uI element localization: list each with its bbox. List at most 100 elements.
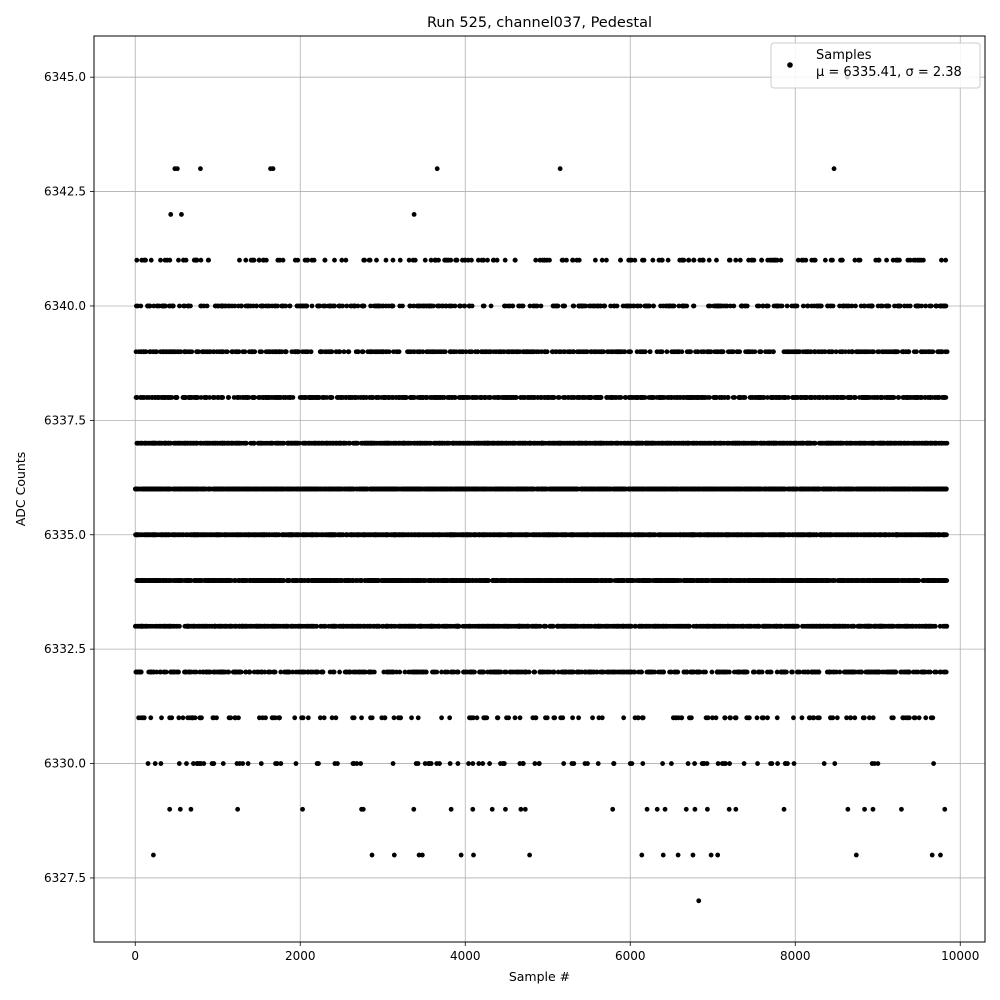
- data-point: [867, 532, 873, 538]
- data-point: [300, 715, 306, 721]
- data-point: [533, 623, 538, 629]
- data-point: [324, 578, 329, 583]
- data-point: [654, 578, 659, 583]
- data-point: [314, 532, 320, 538]
- data-point: [797, 578, 803, 583]
- data-point: [800, 623, 805, 629]
- data-point: [245, 761, 251, 766]
- data-point: [814, 578, 820, 583]
- data-point: [891, 669, 897, 675]
- data-point: [836, 578, 842, 583]
- data-point: [305, 715, 311, 721]
- data-point: [518, 578, 524, 583]
- data-point: [503, 806, 508, 812]
- data-point: [871, 578, 876, 583]
- data-point: [200, 669, 206, 675]
- data-point: [821, 761, 827, 766]
- data-point: [391, 715, 397, 721]
- data-point: [517, 761, 523, 766]
- data-point: [341, 623, 347, 629]
- data-point: [251, 669, 257, 675]
- data-point: [166, 578, 172, 583]
- data-point: [922, 578, 928, 583]
- data-point: [455, 761, 461, 766]
- data-point: [775, 761, 780, 766]
- data-point: [681, 578, 687, 583]
- data-point: [652, 669, 658, 675]
- data-point: [448, 806, 454, 812]
- data-point: [178, 578, 184, 583]
- data-point: [559, 669, 565, 675]
- data-point: [202, 532, 208, 538]
- data-point: [358, 578, 364, 583]
- data-point: [689, 578, 695, 583]
- data-point: [237, 532, 243, 538]
- data-point: [662, 578, 668, 583]
- data-point: [616, 578, 622, 583]
- data-point: [480, 669, 486, 675]
- data-point: [596, 623, 601, 629]
- data-point: [532, 761, 538, 766]
- data-point: [560, 532, 566, 538]
- data-point: [354, 761, 360, 766]
- data-point: [867, 715, 872, 721]
- data-point: [746, 578, 752, 583]
- data-point: [791, 761, 797, 766]
- data-point: [498, 761, 503, 766]
- data-point: [322, 623, 328, 629]
- data-point: [345, 578, 351, 583]
- data-point: [640, 578, 646, 583]
- data-point: [371, 669, 377, 675]
- data-point: [499, 532, 505, 538]
- data-point: [281, 532, 287, 538]
- data-point: [355, 623, 361, 629]
- data-point: [349, 532, 354, 538]
- data-point: [632, 623, 638, 629]
- data-point: [627, 761, 633, 766]
- data-point: [167, 806, 173, 812]
- data-point: [176, 761, 182, 766]
- data-point: [579, 669, 585, 675]
- data-point: [180, 715, 186, 721]
- data-point: [585, 623, 591, 629]
- data-point: [596, 715, 602, 721]
- data-point: [851, 623, 856, 629]
- data-point: [900, 578, 906, 583]
- data-point: [509, 669, 515, 675]
- data-point: [574, 669, 580, 675]
- data-point: [688, 669, 694, 675]
- data-point: [337, 623, 342, 629]
- data-point: [863, 669, 869, 675]
- data-point: [350, 715, 356, 721]
- data-point: [379, 715, 385, 721]
- data-point: [439, 715, 444, 721]
- data-point: [715, 761, 721, 766]
- data-point: [755, 623, 761, 629]
- data-point: [778, 669, 784, 675]
- data-point: [628, 669, 634, 675]
- data-point: [447, 761, 453, 766]
- data-point: [890, 715, 896, 721]
- data-point: [720, 623, 725, 629]
- data-point: [568, 578, 573, 583]
- data-point: [424, 623, 430, 629]
- data-point: [177, 806, 183, 812]
- data-point: [770, 623, 776, 629]
- data-point: [186, 669, 192, 675]
- data-point: [293, 623, 299, 629]
- data-point: [774, 669, 780, 675]
- data-point: [448, 669, 454, 675]
- data-point: [184, 532, 190, 538]
- data-point: [660, 852, 666, 858]
- data-point: [795, 623, 801, 629]
- data-point: [923, 715, 929, 721]
- data-point: [749, 532, 754, 538]
- data-point: [688, 532, 694, 538]
- data-point: [409, 715, 414, 721]
- data-point: [552, 715, 558, 721]
- data-point: [317, 715, 323, 721]
- data-point: [692, 761, 697, 766]
- data-point: [683, 669, 689, 675]
- data-point: [713, 715, 719, 721]
- data-point: [882, 532, 888, 538]
